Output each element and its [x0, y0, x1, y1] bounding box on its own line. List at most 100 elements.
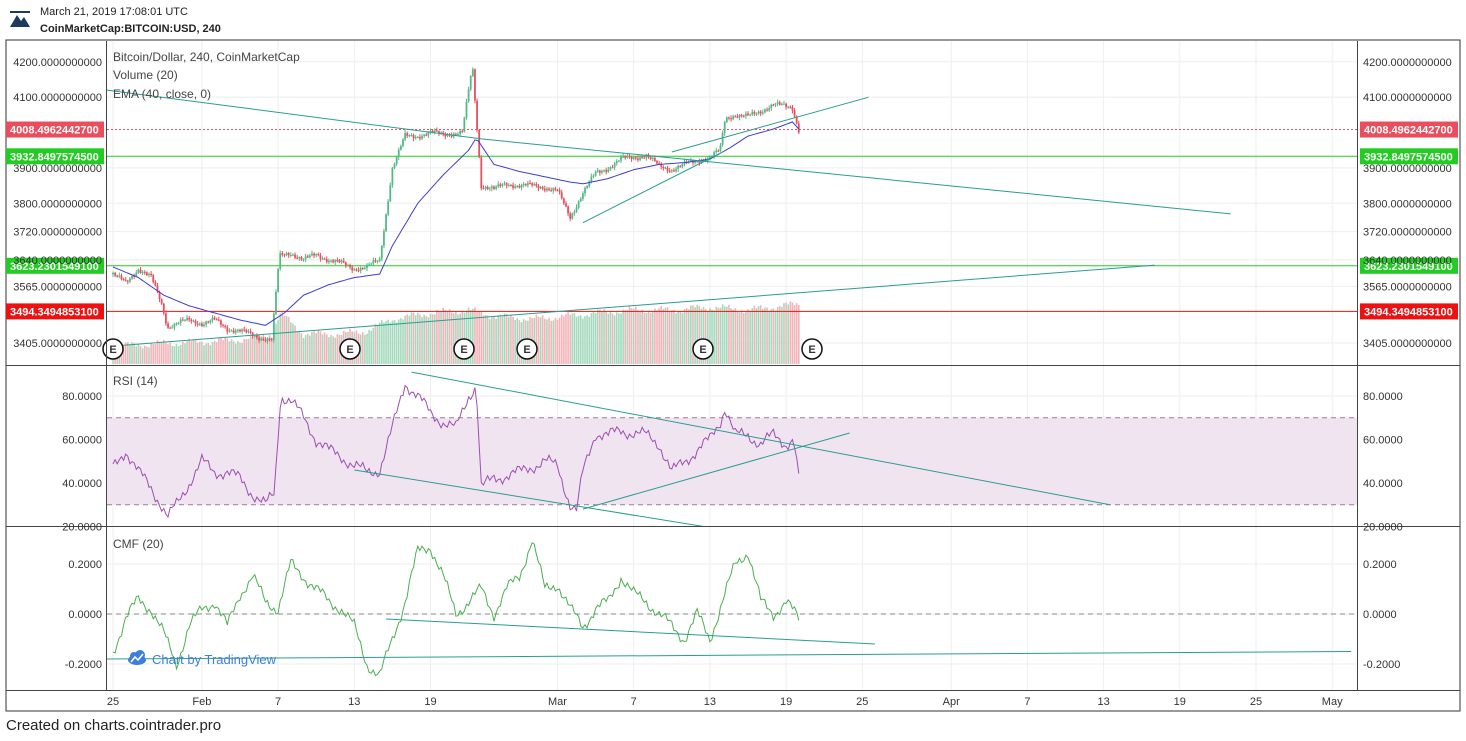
- candle-body[interactable]: [444, 134, 447, 137]
- candle-body[interactable]: [768, 108, 771, 111]
- candle-body[interactable]: [408, 135, 411, 137]
- candle-body[interactable]: [319, 254, 322, 259]
- candle-body[interactable]: [461, 130, 464, 132]
- candle-body[interactable]: [664, 167, 667, 169]
- earnings-marker[interactable]: [801, 338, 823, 360]
- candle-body[interactable]: [389, 185, 392, 202]
- candle-body[interactable]: [236, 329, 239, 331]
- candle-body[interactable]: [668, 170, 671, 172]
- candle-body[interactable]: [249, 331, 252, 333]
- candle-body[interactable]: [376, 260, 379, 262]
- candle-body[interactable]: [241, 329, 244, 332]
- candle-body[interactable]: [173, 323, 176, 328]
- candle-body[interactable]: [397, 149, 400, 158]
- candle-body[interactable]: [774, 103, 777, 105]
- candle-body[interactable]: [740, 114, 743, 116]
- candle-body[interactable]: [300, 257, 303, 260]
- candle-body[interactable]: [380, 245, 383, 259]
- candle-body[interactable]: [571, 213, 574, 219]
- candle-body[interactable]: [520, 184, 523, 188]
- candle-body[interactable]: [201, 323, 203, 327]
- candle-body[interactable]: [653, 157, 656, 162]
- candle-body[interactable]: [188, 317, 191, 320]
- earnings-marker[interactable]: [453, 338, 475, 360]
- candle-body[interactable]: [793, 110, 796, 117]
- price-trendline[interactable]: [481, 138, 1231, 215]
- candle-body[interactable]: [791, 107, 794, 111]
- candle-body[interactable]: [539, 186, 542, 189]
- watermark[interactable]: Chart by TradingView: [128, 650, 277, 667]
- candle-body[interactable]: [666, 167, 669, 171]
- candle-body[interactable]: [184, 320, 186, 322]
- candle-body[interactable]: [778, 102, 781, 105]
- candle-body[interactable]: [230, 330, 233, 332]
- candle-body[interactable]: [175, 323, 178, 325]
- candle-body[interactable]: [137, 269, 140, 273]
- candle-body[interactable]: [476, 100, 478, 130]
- candle-body[interactable]: [463, 117, 466, 132]
- candle-body[interactable]: [455, 133, 457, 135]
- candle-body[interactable]: [747, 113, 749, 116]
- candle-body[interactable]: [118, 275, 121, 277]
- candle-body[interactable]: [567, 206, 569, 214]
- candle-body[interactable]: [596, 170, 599, 172]
- candlesticks[interactable]: [112, 67, 800, 344]
- candle-body[interactable]: [641, 157, 644, 159]
- candle-body[interactable]: [569, 213, 572, 219]
- candle-body[interactable]: [787, 106, 790, 108]
- candle-body[interactable]: [283, 254, 286, 256]
- candle-body[interactable]: [285, 253, 288, 256]
- candle-body[interactable]: [565, 203, 567, 207]
- candle-body[interactable]: [162, 303, 165, 314]
- candle-body[interactable]: [694, 161, 696, 163]
- candle-body[interactable]: [419, 137, 421, 139]
- candle-body[interactable]: [573, 211, 576, 214]
- candle-body[interactable]: [503, 183, 506, 185]
- candle-body[interactable]: [156, 285, 159, 292]
- rsi-trendline[interactable]: [582, 432, 850, 510]
- candle-body[interactable]: [622, 156, 625, 158]
- candle-body[interactable]: [378, 258, 381, 261]
- candle-body[interactable]: [311, 253, 313, 256]
- candle-body[interactable]: [423, 134, 426, 137]
- candle-body[interactable]: [275, 291, 277, 314]
- candle-body[interactable]: [507, 184, 510, 186]
- candle-body[interactable]: [414, 137, 417, 139]
- candle-body[interactable]: [292, 254, 294, 256]
- candle-body[interactable]: [226, 327, 229, 332]
- candle-body[interactable]: [247, 331, 250, 333]
- candle-body[interactable]: [605, 170, 608, 172]
- candle-body[interactable]: [607, 169, 610, 172]
- candle-body[interactable]: [139, 269, 142, 273]
- candle-body[interactable]: [700, 161, 703, 164]
- candle-body[interactable]: [480, 157, 483, 189]
- candle-body[interactable]: [313, 253, 315, 256]
- candle-body[interactable]: [696, 161, 699, 163]
- candle-body[interactable]: [220, 320, 222, 325]
- candle-body[interactable]: [406, 133, 409, 136]
- candle-body[interactable]: [717, 150, 720, 152]
- candle-body[interactable]: [355, 269, 358, 271]
- candle-body[interactable]: [478, 129, 481, 158]
- candle-body[interactable]: [529, 182, 531, 184]
- candle-body[interactable]: [120, 275, 123, 280]
- candle-body[interactable]: [673, 170, 675, 172]
- candle-body[interactable]: [287, 253, 290, 256]
- candle-body[interactable]: [588, 181, 591, 187]
- candle-body[interactable]: [363, 268, 366, 270]
- rsi-trendline[interactable]: [354, 469, 704, 527]
- candle-body[interactable]: [630, 156, 633, 159]
- candle-body[interactable]: [203, 324, 205, 327]
- candle-body[interactable]: [548, 188, 550, 190]
- candle-body[interactable]: [190, 319, 193, 322]
- candle-body[interactable]: [556, 189, 559, 191]
- candle-body[interactable]: [385, 214, 387, 232]
- candle-body[interactable]: [272, 313, 275, 340]
- trendlines[interactable]: [107, 89, 1352, 660]
- candle-body[interactable]: [438, 131, 440, 134]
- candle-body[interactable]: [258, 337, 260, 341]
- candle-body[interactable]: [277, 269, 279, 292]
- candle-body[interactable]: [393, 163, 396, 168]
- candle-body[interactable]: [457, 134, 459, 136]
